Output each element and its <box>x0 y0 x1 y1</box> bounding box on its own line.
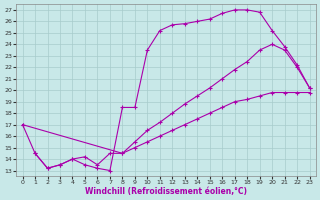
X-axis label: Windchill (Refroidissement éolien,°C): Windchill (Refroidissement éolien,°C) <box>85 187 247 196</box>
